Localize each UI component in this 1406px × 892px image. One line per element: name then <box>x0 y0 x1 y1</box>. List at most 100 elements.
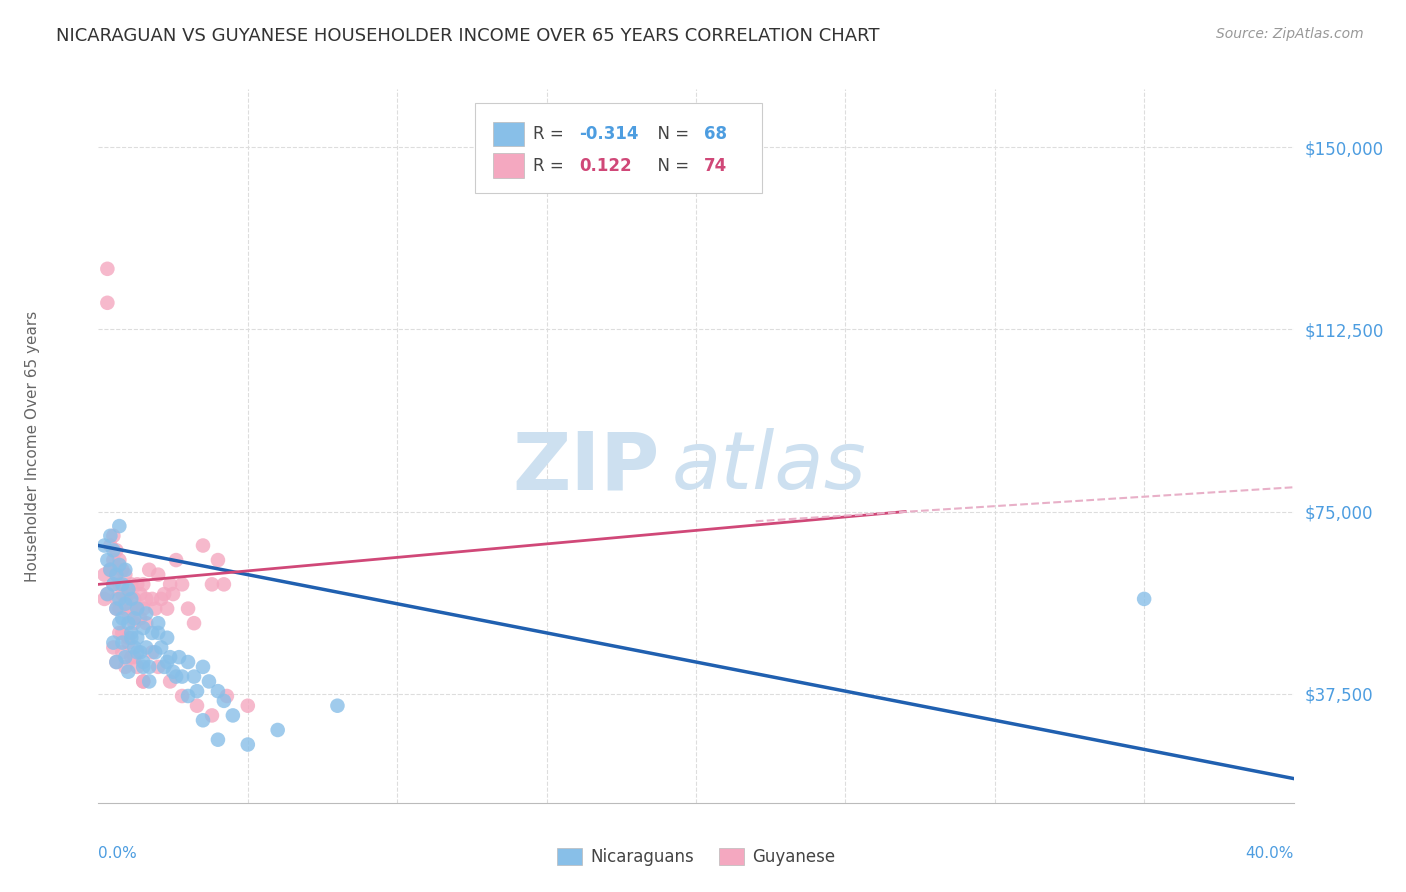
Point <box>117 635 139 649</box>
Point <box>114 563 136 577</box>
Point <box>108 553 131 567</box>
Point <box>222 708 245 723</box>
Point <box>127 645 149 659</box>
Point <box>172 670 194 684</box>
Point <box>172 577 194 591</box>
Point <box>117 665 139 679</box>
Point <box>108 577 131 591</box>
Point <box>120 650 142 665</box>
Point <box>267 723 290 737</box>
Point <box>186 698 208 713</box>
Point <box>201 577 224 591</box>
Text: -0.314: -0.314 <box>579 125 638 143</box>
Point <box>100 563 122 577</box>
Point <box>103 529 125 543</box>
Point <box>153 660 176 674</box>
Point <box>111 587 134 601</box>
Point <box>177 601 200 615</box>
Point <box>207 684 229 698</box>
Point <box>159 650 181 665</box>
Point <box>120 626 142 640</box>
Point <box>111 611 134 625</box>
Point <box>124 640 146 655</box>
Point <box>177 689 200 703</box>
Point <box>135 607 157 621</box>
Point <box>132 660 155 674</box>
Point <box>198 674 221 689</box>
FancyBboxPatch shape <box>494 153 524 178</box>
Point <box>132 601 155 615</box>
Legend: Nicaraguans, Guyanese: Nicaraguans, Guyanese <box>550 841 842 873</box>
Point <box>114 660 136 674</box>
Point <box>124 611 146 625</box>
Point <box>153 587 176 601</box>
Text: 68: 68 <box>704 125 727 143</box>
Point <box>138 674 160 689</box>
Point <box>132 577 155 591</box>
Point <box>1133 591 1156 606</box>
Point <box>105 567 128 582</box>
Point <box>156 655 179 669</box>
Text: N =: N = <box>647 157 695 175</box>
Text: 74: 74 <box>704 157 727 175</box>
Point <box>167 650 190 665</box>
Point <box>105 601 128 615</box>
Point <box>120 591 142 606</box>
Text: R =: R = <box>533 125 569 143</box>
Text: 40.0%: 40.0% <box>1246 846 1294 861</box>
Point <box>114 591 136 606</box>
Point <box>100 539 122 553</box>
Point <box>117 616 139 631</box>
Point <box>172 689 194 703</box>
Point <box>236 738 259 752</box>
Point <box>108 616 131 631</box>
Point <box>105 567 128 582</box>
Point <box>129 645 152 659</box>
Point <box>191 539 214 553</box>
Point <box>141 645 163 659</box>
Point <box>138 563 160 577</box>
Point <box>100 563 122 577</box>
Point <box>114 597 136 611</box>
Point <box>108 601 131 615</box>
Point <box>141 591 163 606</box>
Point <box>129 611 152 625</box>
Point <box>93 591 115 606</box>
Point <box>93 539 115 553</box>
Point <box>132 674 155 689</box>
Point <box>162 587 184 601</box>
Point <box>111 577 134 591</box>
FancyBboxPatch shape <box>494 122 524 146</box>
Point <box>191 713 214 727</box>
Point <box>124 591 146 606</box>
Point <box>236 698 259 713</box>
Point <box>148 660 170 674</box>
Point <box>108 591 131 606</box>
Point <box>207 553 229 567</box>
Text: 0.0%: 0.0% <box>98 846 138 861</box>
Text: N =: N = <box>647 125 695 143</box>
Point <box>103 553 125 567</box>
Point <box>127 577 149 591</box>
Text: Source: ZipAtlas.com: Source: ZipAtlas.com <box>1216 27 1364 41</box>
Point <box>159 577 181 591</box>
Point <box>117 587 139 601</box>
Point <box>96 295 118 310</box>
Point <box>143 645 166 659</box>
Point <box>108 558 131 572</box>
Point <box>111 635 134 649</box>
Point <box>132 655 155 669</box>
Point <box>127 660 149 674</box>
Point <box>105 601 128 615</box>
Point <box>129 587 152 601</box>
Point <box>201 708 224 723</box>
Point <box>177 655 200 669</box>
Point <box>127 631 149 645</box>
Point <box>135 591 157 606</box>
Point <box>183 616 205 631</box>
Point <box>103 543 125 558</box>
Text: 0.122: 0.122 <box>579 157 631 175</box>
Point <box>124 616 146 631</box>
Point <box>111 645 134 659</box>
Point <box>120 601 142 615</box>
